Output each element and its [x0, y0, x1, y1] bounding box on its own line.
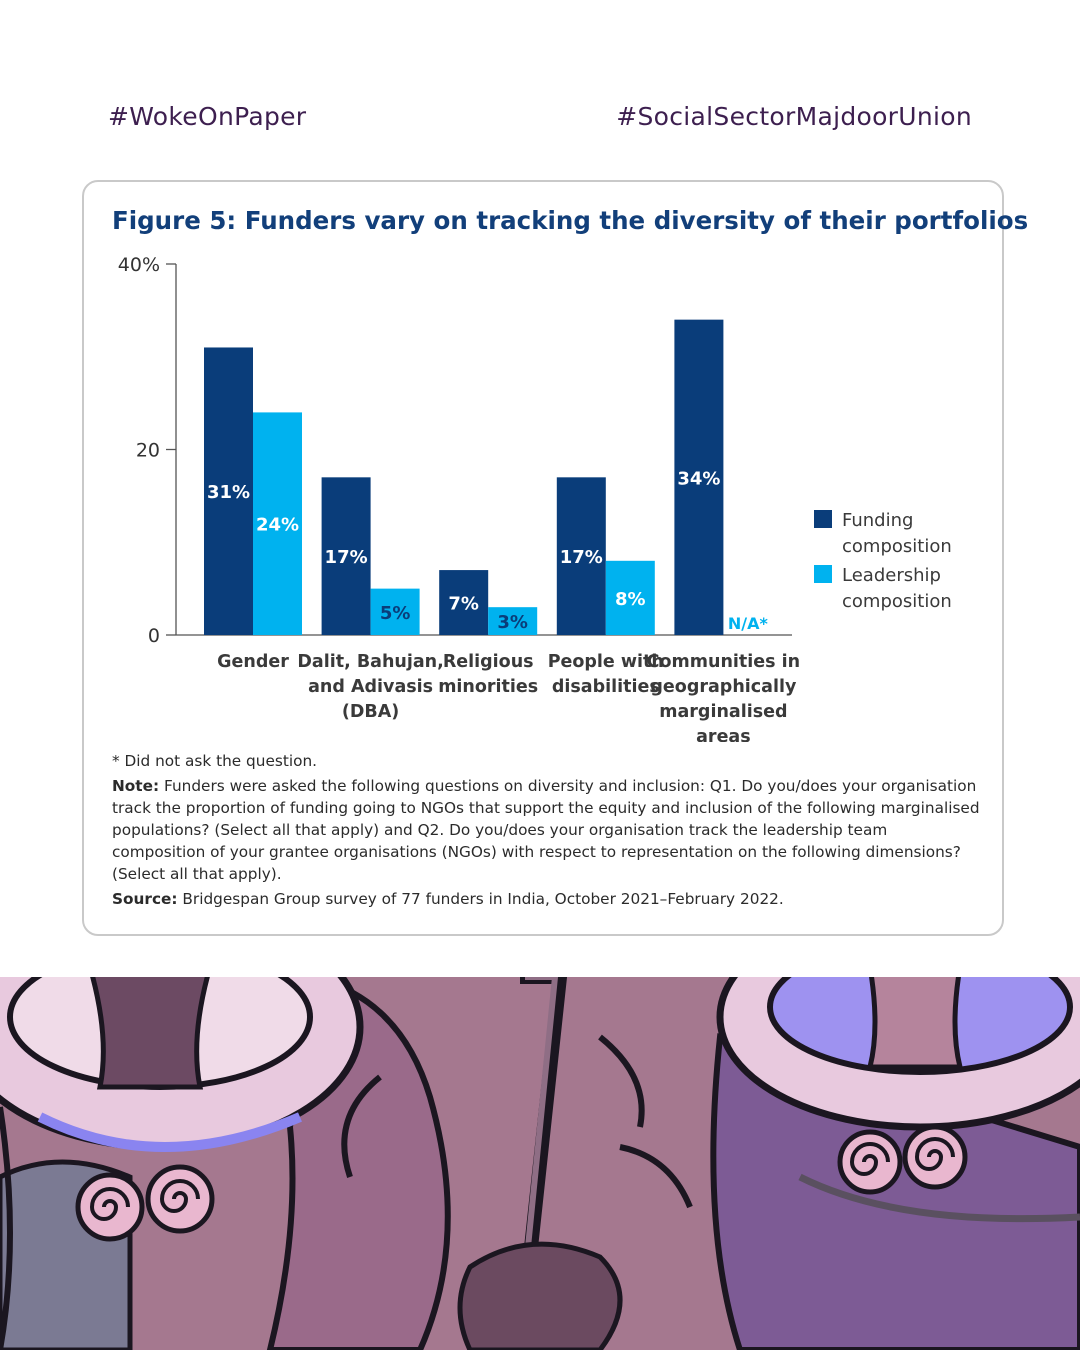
bar-leadership	[253, 412, 302, 635]
decorative-illustration	[0, 977, 1080, 1350]
bar-chart: 0 20 40% 31% 24% Gender 17% 5% Dalit, Bahujan, an…	[118, 254, 952, 742]
source-text: Bridgespan Group survey of 77 funders in…	[182, 890, 784, 908]
legend-label: composition	[842, 536, 952, 557]
hashtag-woke-on-paper: #WokeOnPaper	[108, 102, 307, 131]
y-tick-label: 40%	[118, 254, 160, 276]
legend-label: composition	[842, 591, 952, 612]
data-label: 24%	[256, 515, 299, 536]
source-paragraph: Source: Bridgespan Group survey of 77 fu…	[112, 888, 982, 910]
x-category-label: Dalit, Bahujan,	[297, 652, 443, 672]
bar-leadership	[488, 607, 538, 635]
bar-leadership	[370, 588, 420, 635]
source-label: Source:	[112, 890, 178, 908]
x-category-label: geographically	[650, 677, 797, 697]
hashtag-social-sector-majdoor-union: #SocialSectorMajdoorUnion	[616, 102, 972, 131]
x-category-label: Gender	[217, 652, 289, 672]
data-label: 3%	[497, 612, 528, 633]
legend-label: Funding	[842, 510, 913, 531]
note-label: Note:	[112, 777, 160, 795]
note-paragraph: Note: Funders were asked the following q…	[112, 775, 982, 885]
x-category-label: areas	[696, 727, 751, 742]
x-category-label: Communities in	[647, 652, 800, 672]
bar-funding	[204, 347, 253, 635]
x-category-label: People with	[548, 652, 664, 672]
figure-notes: * Did not ask the question. Note: Funder…	[112, 750, 982, 913]
x-category-label: minorities	[438, 677, 538, 697]
x-category-label: and Adivasis	[308, 677, 433, 697]
bar-funding	[439, 570, 489, 635]
data-label: 31%	[207, 482, 250, 503]
legend-swatch-funding	[814, 510, 832, 528]
note-text: Funders were asked the following questio…	[112, 777, 980, 883]
y-tick-label: 0	[148, 625, 160, 647]
bar-funding	[674, 319, 724, 635]
data-label: 5%	[380, 603, 411, 624]
footnote: * Did not ask the question.	[112, 752, 318, 770]
bar-funding	[556, 477, 606, 635]
x-category-label: Religious	[443, 652, 534, 672]
legend-swatch-leadership	[814, 565, 832, 583]
data-label: 17%	[560, 547, 603, 568]
data-label: 7%	[448, 594, 479, 615]
data-label: 8%	[615, 589, 646, 610]
figure-title: Figure 5: Funders vary on tracking the d…	[112, 206, 1029, 235]
bar-leadership	[605, 560, 655, 635]
data-label: 17%	[325, 547, 368, 568]
figure-card: Figure 5: Funders vary on tracking the d…	[82, 180, 1028, 936]
bar-funding	[321, 477, 371, 635]
y-tick-label: 20	[136, 440, 160, 462]
legend-label: Leadership	[842, 565, 941, 586]
x-category-label: marginalised	[659, 702, 787, 722]
x-category-label: (DBA)	[342, 702, 399, 722]
data-label-na: N/A*	[728, 614, 769, 633]
x-category-label: disabilities	[552, 677, 660, 697]
data-label: 34%	[677, 468, 720, 489]
